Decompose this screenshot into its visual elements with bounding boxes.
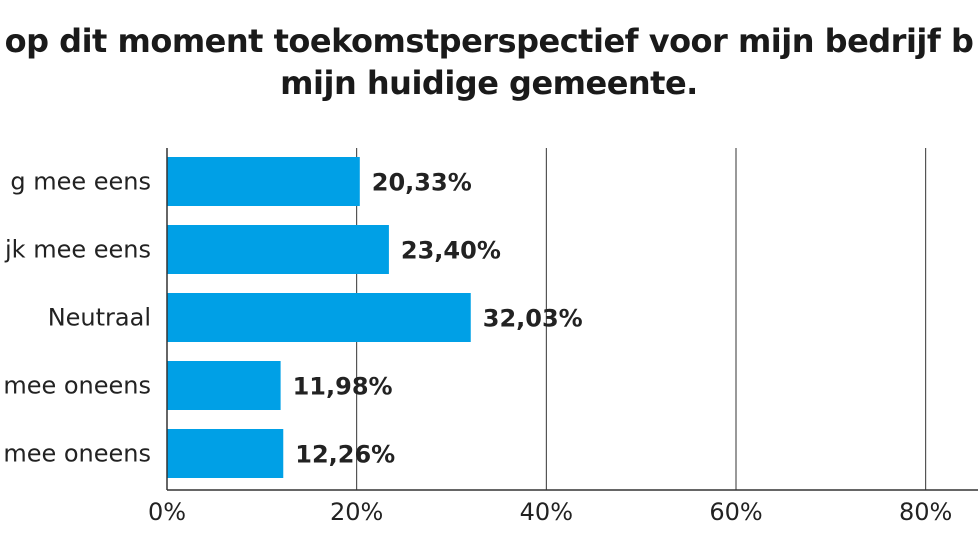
x-tick-label-0: 0%	[148, 498, 186, 526]
category-label-1: jk mee eens	[4, 236, 151, 264]
chart-title-line-1: op dit moment toekomstperspectief voor m…	[4, 22, 974, 60]
x-tick-label-2: 40%	[520, 498, 573, 526]
category-label-2: Neutraal	[48, 304, 151, 332]
x-tick-label-4: 80%	[899, 498, 952, 526]
category-label-3: mee oneens	[3, 372, 151, 400]
bar-value-label-2: 32,03%	[483, 305, 583, 333]
bar-value-label-1: 23,40%	[401, 237, 501, 265]
x-tick-label-1: 20%	[330, 498, 383, 526]
chart-title-line-2: mijn huidige gemeente.	[280, 64, 698, 102]
bar-value-label-0: 20,33%	[372, 169, 472, 197]
bar-value-label-4: 12,26%	[295, 441, 395, 469]
bar-value-label-3: 11,98%	[293, 373, 393, 401]
bar-3	[167, 361, 281, 410]
category-label-4: mee oneens	[3, 440, 151, 468]
x-tick-label-3: 60%	[709, 498, 762, 526]
bar-2	[167, 293, 471, 342]
bar-1	[167, 225, 389, 274]
category-label-0: g mee eens	[10, 168, 151, 196]
bar-0	[167, 157, 360, 206]
bar-4	[167, 429, 284, 478]
